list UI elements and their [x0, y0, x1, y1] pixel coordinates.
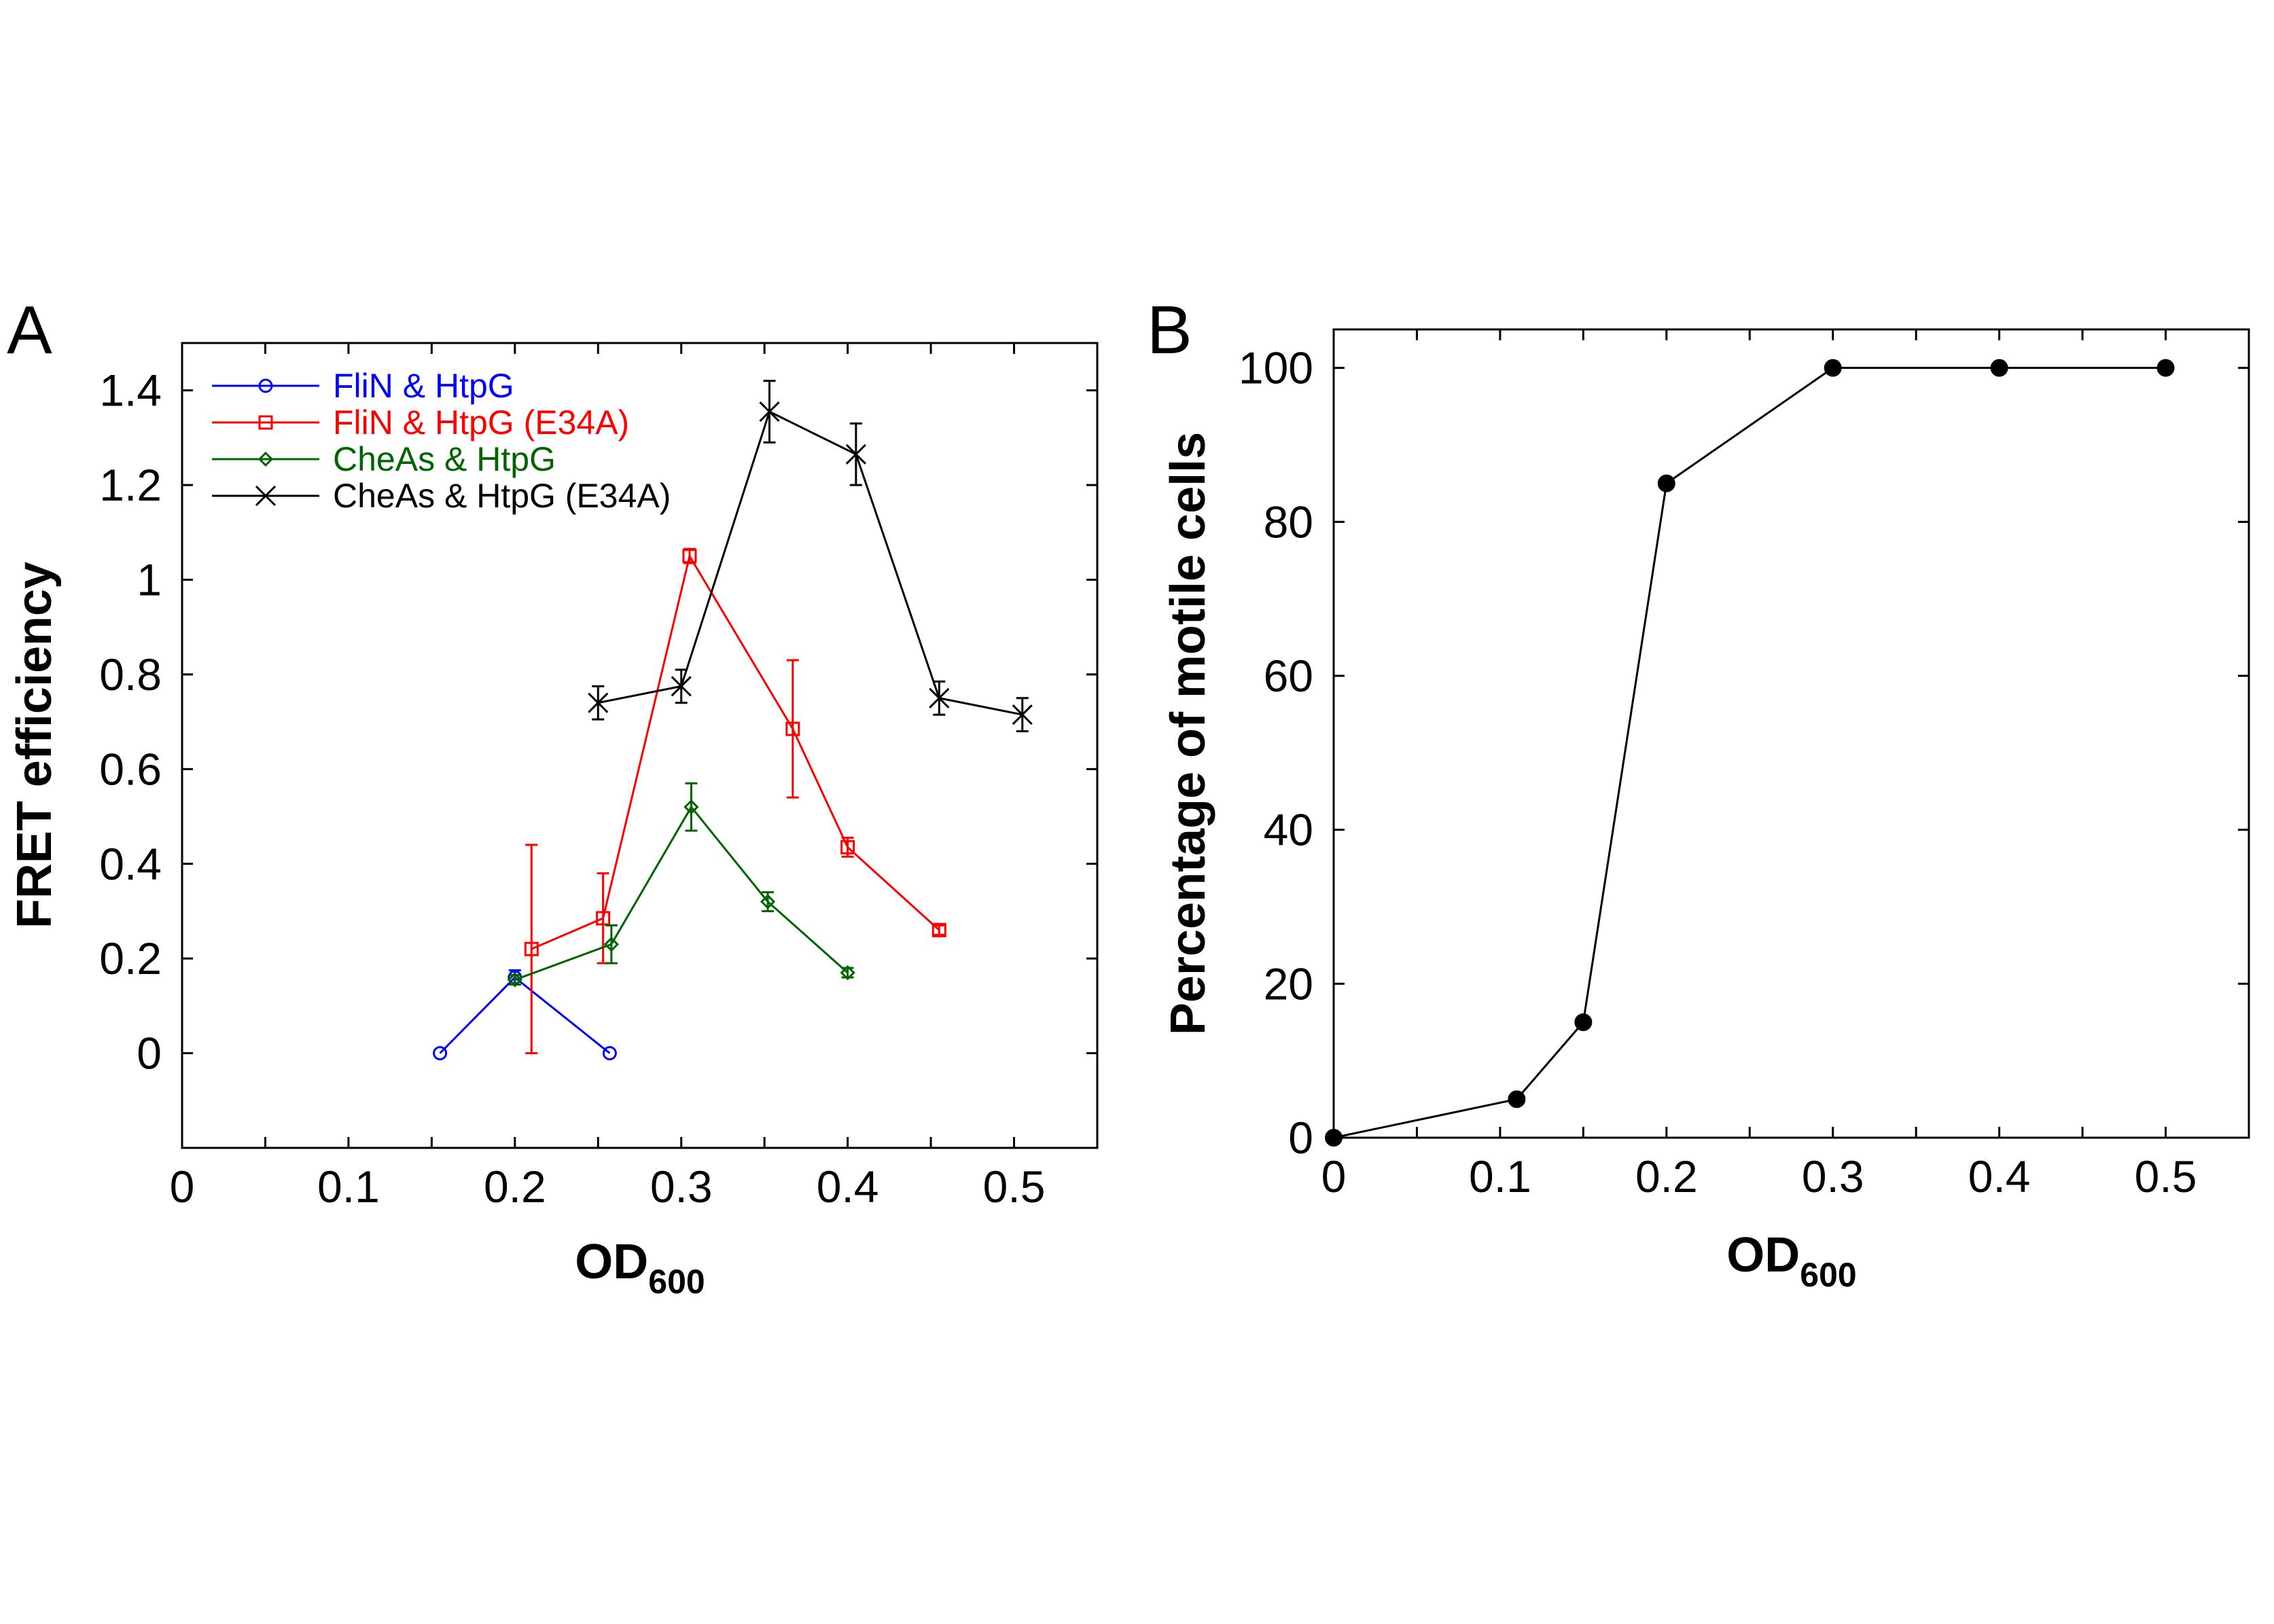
series-flin-htpg-e34a	[524, 547, 946, 1055]
data-point-cheas-htpg-0	[507, 972, 522, 988]
legend-entry-cheas-htpg-e34a: CheAs & HtpG (E34A)	[212, 477, 671, 515]
data-point-series-0-5	[1990, 359, 2008, 377]
legend-marker-cheas-htpg	[257, 451, 274, 467]
y-tick-label-2: 0.4	[99, 839, 162, 889]
x-tick-label-3: 0.3	[650, 1161, 713, 1212]
y-tick-label-0: 0	[137, 1028, 162, 1079]
x-tick-label-3: 0.3	[1802, 1151, 1864, 1202]
y-tick-label-1: 0.2	[99, 933, 162, 984]
y-tick-label-5: 1	[137, 555, 162, 605]
error-bar-flin-htpg-e34a-0	[525, 844, 538, 1055]
legend-marker-flin-htpg-e34a	[258, 415, 273, 430]
y-tick-label-4: 0.8	[99, 649, 162, 700]
data-point-cheas-htpg-e34a-0	[588, 692, 609, 713]
x-tick-label-4: 0.4	[1968, 1151, 2031, 1202]
error-bar-cheas-htpg-2	[685, 782, 698, 832]
panel-b-label: B	[1147, 292, 1192, 368]
legend-entry-flin-htpg: FliN & HtpG	[212, 367, 514, 405]
error-bar-flin-htpg-e34a-3	[786, 659, 799, 799]
y-tick-label-0: 0	[1288, 1113, 1313, 1163]
data-point-cheas-htpg-e34a-5	[1012, 704, 1033, 725]
error-bar-flin-htpg-e34a-5	[933, 924, 946, 936]
series-series-0	[1325, 359, 2175, 1147]
data-point-flin-htpg-0	[433, 1046, 448, 1061]
y-tick-label-6: 1.2	[99, 460, 162, 510]
data-point-flin-htpg-e34a-4	[840, 840, 855, 854]
data-point-series-0-2	[1574, 1013, 1593, 1031]
y-tick-label-7: 1.4	[99, 365, 162, 416]
legend-marker-flin-htpg	[258, 378, 273, 393]
y-tick-label-1: 20	[1264, 958, 1313, 1009]
panel-b-x-axis-title: OD600	[1726, 1228, 1856, 1294]
legend-entry-cheas-htpg: CheAs & HtpG	[212, 440, 556, 478]
data-point-cheas-htpg-e34a-2	[759, 401, 780, 422]
x-tick-label-5: 0.5	[2135, 1151, 2197, 1202]
panel-b-x-axis-title-main: OD	[1726, 1228, 1800, 1282]
series-line-flin-htpg-e34a	[531, 553, 940, 950]
panel-b-y-axis-title: Percentage of motile cells	[1161, 432, 1215, 1035]
data-point-flin-htpg-2	[602, 1046, 617, 1061]
x-tick-label-4: 0.4	[817, 1161, 879, 1212]
data-point-flin-htpg-e34a-1	[596, 911, 611, 926]
data-point-cheas-htpg-e34a-4	[929, 687, 950, 708]
x-tick-label-1: 0.1	[317, 1161, 380, 1212]
panel-a-series	[433, 380, 1033, 1061]
error-bar-cheas-htpg-1	[605, 924, 618, 964]
legend-marker-cheas-htpg-e34a	[255, 485, 277, 507]
panel-a-x-axis-title: OD600	[575, 1235, 705, 1301]
data-point-cheas-htpg-e34a-3	[845, 444, 866, 465]
x-tick-label-2: 0.2	[1635, 1151, 1698, 1202]
y-tick-label-5: 100	[1239, 343, 1313, 393]
panel-a-ticks: 0 0.1 0.2 0.3 0.4 0.5 0 0.2 0.4 0.6 0.8 1 1.2 1.4	[99, 343, 1099, 1212]
data-point-cheas-htpg-2	[683, 799, 699, 815]
panel-a-x-axis-title-main: OD	[575, 1235, 648, 1289]
y-tick-label-2: 40	[1264, 805, 1313, 855]
data-point-cheas-htpg-1	[603, 937, 619, 952]
panel-b-ticks: 0 0.1 0.2 0.3 0.4 0.5 0 20 40 60 80 100	[1239, 329, 2250, 1202]
legend-label-cheas-htpg-e34a: CheAs & HtpG (E34A)	[333, 477, 671, 515]
data-point-flin-htpg-e34a-5	[931, 922, 946, 937]
x-tick-label-0: 0	[170, 1161, 195, 1212]
data-point-series-0-6	[2156, 359, 2175, 377]
legend-entry-flin-htpg-e34a: FliN & HtpG (E34A)	[212, 403, 629, 441]
series-line-cheas-htpg-e34a	[597, 410, 1023, 716]
legend-label-cheas-htpg: CheAs & HtpG	[333, 440, 556, 478]
panel-b: B 0 0.1 0.2 0.3 0.4 0.5 0 20 40 60 80 100 OD600 Per…	[1147, 292, 2250, 1294]
y-tick-label-3: 60	[1264, 651, 1313, 701]
panel-b-x-axis-title-subscript: 600	[1800, 1256, 1856, 1294]
data-point-cheas-htpg-e34a-1	[671, 676, 692, 697]
legend-label-flin-htpg-e34a: FliN & HtpG (E34A)	[333, 403, 629, 441]
panel-a-y-axis-title: FRET efficiency	[7, 562, 62, 928]
panel-b-series	[1325, 359, 2175, 1147]
panel-a-x-axis-title-subscript: 600	[648, 1263, 705, 1301]
panel-a-plot-frame	[181, 342, 1099, 1149]
y-tick-label-4: 80	[1264, 497, 1313, 547]
series-cheas-htpg	[507, 782, 855, 988]
x-tick-label-2: 0.2	[484, 1161, 546, 1212]
panel-a-label: A	[7, 292, 52, 368]
data-point-flin-htpg-e34a-3	[785, 721, 800, 736]
data-point-cheas-htpg-3	[760, 894, 776, 909]
y-tick-label-3: 0.6	[99, 744, 162, 794]
x-tick-label-0: 0	[1321, 1151, 1347, 1202]
data-point-flin-htpg-e34a-0	[524, 941, 539, 956]
data-point-series-0-4	[1824, 359, 1842, 377]
x-tick-label-5: 0.5	[983, 1161, 1046, 1212]
data-point-series-0-3	[1657, 474, 1675, 492]
data-point-cheas-htpg-4	[840, 964, 855, 981]
data-point-series-0-0	[1325, 1129, 1343, 1147]
data-point-flin-htpg-e34a-2	[682, 549, 697, 564]
data-point-series-0-1	[1508, 1090, 1526, 1108]
legend-label-flin-htpg: FliN & HtpG	[333, 367, 514, 405]
panel-a: A 0 0.1 0.2 0.3 0.4 0.5 0 0.2 0.4 0.6 0.8 1 1.2 1.4 F…	[7, 292, 1099, 1301]
x-tick-label-1: 0.1	[1469, 1151, 1531, 1202]
series-cheas-htpg-e34a	[588, 380, 1033, 733]
panel-b-plot-frame	[1332, 328, 2250, 1139]
